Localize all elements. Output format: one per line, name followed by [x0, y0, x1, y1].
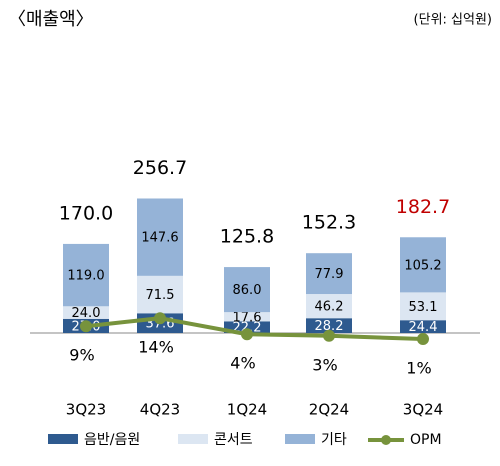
opm-label: 3% — [312, 355, 337, 374]
segment-label: 86.0 — [233, 283, 262, 298]
legend-label: 콘서트 — [214, 432, 253, 448]
segment-label: 24.4 — [409, 320, 438, 335]
opm-point — [323, 329, 335, 342]
bar-segment — [400, 292, 446, 321]
opm-point — [80, 320, 92, 333]
opm-point — [241, 328, 253, 341]
opm-label: 14% — [138, 338, 174, 357]
opm-point — [154, 312, 166, 325]
bar-segment — [306, 294, 352, 319]
bar-segment — [306, 318, 352, 333]
legend-label: OPM — [410, 432, 442, 448]
bar-segment — [137, 275, 183, 314]
unit-label: (단위: 십억원) — [414, 13, 492, 28]
bar-segment — [224, 312, 270, 322]
legend-swatch — [285, 434, 315, 444]
x-tick-label: 3Q24 — [403, 401, 443, 419]
chart-title: 〈매출액〉 — [8, 9, 94, 30]
x-tick-label: 3Q23 — [66, 401, 106, 419]
total-label: 125.8 — [220, 226, 274, 248]
segment-label: 28.2 — [315, 319, 344, 334]
segment-label: 46.2 — [315, 300, 344, 315]
segment-label: 119.0 — [67, 269, 104, 284]
opm-label: 1% — [406, 359, 431, 378]
total-label: 256.7 — [133, 157, 187, 179]
segment-label: 77.9 — [315, 267, 344, 282]
bar-segment — [63, 243, 109, 307]
legend-label: 기타 — [321, 432, 347, 448]
bar-segment — [224, 321, 270, 333]
x-tick-label: 2Q24 — [309, 401, 349, 419]
bar-segment — [224, 267, 270, 313]
legend-swatch — [48, 434, 78, 444]
opm-label: 4% — [230, 354, 255, 373]
total-label: 152.3 — [302, 212, 356, 234]
bar-segment — [137, 198, 183, 276]
segment-label: 71.5 — [146, 288, 175, 303]
bar-segment — [400, 237, 446, 293]
total-label: 170.0 — [59, 202, 113, 224]
bar-segment — [63, 306, 109, 319]
opm-point — [417, 333, 429, 345]
segment-label: 24.0 — [72, 306, 101, 321]
legend-label: 음반/음원 — [84, 432, 140, 448]
opm-label: 9% — [69, 346, 94, 365]
segment-label: 105.2 — [404, 258, 441, 273]
total-label: 182.7 — [396, 196, 450, 218]
segment-label: 17.6 — [233, 310, 262, 325]
legend-swatch — [178, 434, 208, 444]
x-tick-label: 4Q23 — [140, 401, 180, 419]
bar-segment — [400, 320, 446, 333]
legend-marker — [381, 435, 391, 445]
x-tick-label: 1Q24 — [227, 401, 267, 419]
segment-label: 53.1 — [409, 300, 438, 315]
segment-label: 147.6 — [141, 231, 178, 246]
bar-segment — [306, 253, 352, 295]
